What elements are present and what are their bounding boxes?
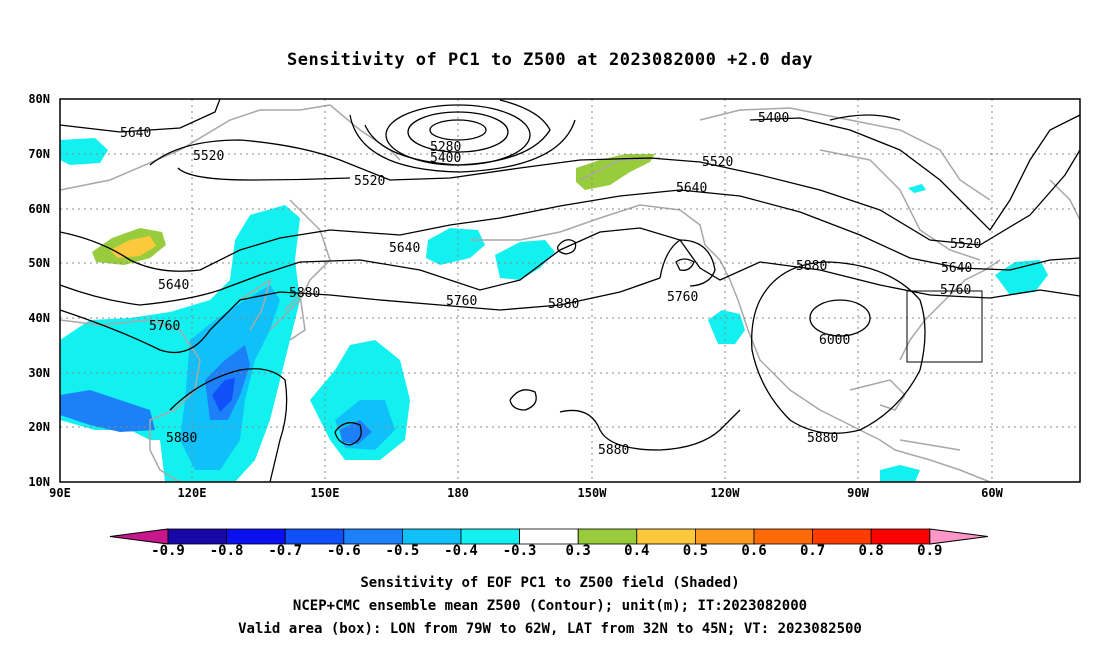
colorbar-tick-label: -0.4	[444, 543, 478, 559]
contour-label: 5640	[120, 126, 151, 141]
colorbar-swatch	[695, 528, 755, 545]
contour-label: 5640	[941, 261, 972, 276]
contour-label: 5880	[548, 297, 579, 312]
colorbar-tick-label: -0.6	[326, 543, 361, 559]
lat-label: 70N	[28, 147, 50, 161]
contour-label: 5520	[354, 174, 385, 189]
contour-label: 5280	[430, 140, 461, 155]
colorbar-high-end	[929, 528, 988, 545]
lon-label: 150E	[310, 486, 340, 500]
colorbar-tick-label: -0.5	[385, 543, 420, 559]
footer-line-1: Sensitivity of EOF PC1 to Z500 field (Sh…	[360, 575, 740, 591]
colorbar-swatch	[577, 528, 638, 545]
colorbar-swatch	[343, 528, 403, 545]
colorbar-tick-label: -0.7	[268, 543, 303, 559]
lon-label: 180	[447, 486, 469, 500]
colorbar-swatch	[812, 528, 872, 545]
colorbar-tick-label: 0.7	[799, 543, 826, 559]
lon-label: 90W	[847, 486, 869, 500]
contour-label: 5760	[446, 294, 477, 309]
contour-label: 5520	[193, 149, 224, 164]
colorbar-tick-label: 0.4	[624, 543, 650, 559]
contour-label: 5760	[667, 290, 698, 305]
colorbar-swatch	[636, 528, 696, 545]
contour-label: 5640	[158, 278, 189, 293]
lat-label: 60N	[28, 202, 50, 216]
contour-label: 5640	[676, 181, 707, 196]
footer-line-3: Valid area (box): LON from 79W to 62W, L…	[238, 621, 862, 637]
contour-label: 5880	[598, 443, 629, 458]
colorbar-tick-label: -0.9	[151, 543, 185, 559]
contour-label: 5880	[796, 259, 827, 274]
coastlines	[59, 104, 1081, 483]
map-title: Sensitivity of PC1 to Z500 at 2023082000…	[286, 50, 813, 70]
colorbar-swatch	[460, 528, 520, 545]
contour-label: 6000	[819, 333, 850, 348]
colorbar-tick-label: 0.9	[917, 543, 943, 559]
colorbar	[109, 528, 988, 545]
contour-label: 5520	[702, 155, 733, 170]
sensitivity-shading	[60, 138, 1048, 482]
contour-label: 5640	[389, 241, 420, 256]
footer-line-2: NCEP+CMC ensemble mean Z500 (Contour); u…	[292, 598, 808, 614]
lon-label: 120E	[177, 486, 207, 500]
lon-label: 150W	[577, 486, 607, 500]
valid-area-box	[906, 290, 983, 363]
contour-label: 5760	[940, 283, 971, 298]
contour-label: 5880	[289, 286, 320, 301]
colorbar-swatch	[284, 528, 345, 545]
lat-label: 20N	[28, 420, 50, 434]
colorbar-swatch	[753, 528, 813, 545]
colorbar-swatch	[401, 528, 462, 545]
contour-label: 5880	[807, 431, 838, 446]
contour-labels: 5640 5520 5520 5280 5400 5400 5520 5640 …	[120, 111, 981, 458]
contour-label: 5520	[950, 237, 981, 252]
lon-label: 60W	[981, 486, 1003, 500]
colorbar-tick-label: -0.8	[209, 543, 244, 559]
colorbar-tick-label: 0.5	[682, 543, 709, 559]
lat-label: 30N	[28, 366, 50, 380]
colorbar-swatch	[226, 528, 286, 545]
lon-label: 90E	[49, 486, 71, 500]
colorbar-swatch	[519, 528, 579, 545]
contour-label: 5880	[166, 431, 197, 446]
z500-contours	[59, 98, 1081, 483]
contour-label: 5400	[430, 151, 461, 166]
colorbar-tick-label: -0.3	[502, 543, 537, 559]
lat-label: 80N	[28, 92, 50, 106]
contour-label: 5760	[149, 319, 180, 334]
lat-label: 40N	[28, 311, 50, 325]
colorbar-tick-label: 0.8	[858, 543, 884, 559]
lon-label: 120W	[710, 486, 740, 500]
colorbar-swatch	[870, 528, 931, 545]
lat-label: 50N	[28, 256, 50, 270]
lat-label: 10N	[28, 475, 50, 489]
colorbar-tick-label: 0.6	[741, 543, 767, 559]
colorbar-swatch	[167, 528, 227, 545]
contour-label: 5400	[758, 111, 789, 126]
colorbar-low-end	[109, 528, 169, 545]
colorbar-tick-label: 0.3	[565, 543, 591, 559]
